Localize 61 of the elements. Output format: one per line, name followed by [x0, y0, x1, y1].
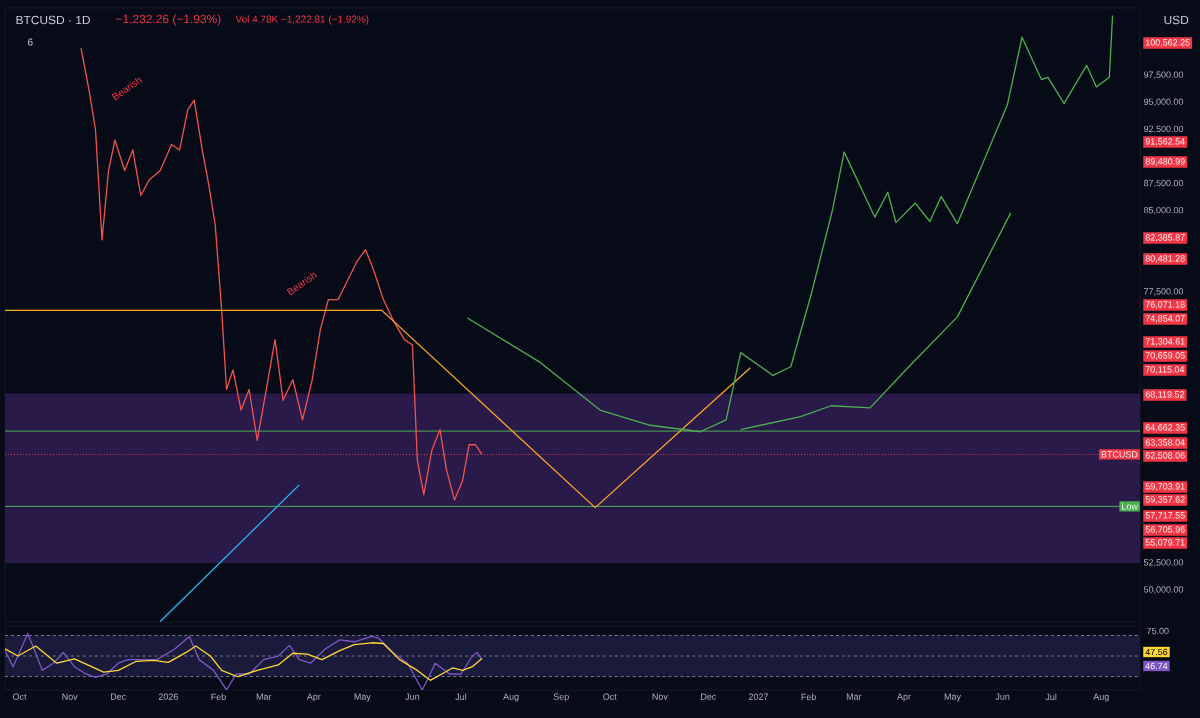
x-tick-label: May: [354, 693, 371, 702]
x-tick-label: Nov: [652, 693, 668, 700]
text: 89,480.99: [1145, 158, 1185, 166]
x-tick-label: Nov: [62, 693, 78, 700]
x-tick-label: Aug: [1093, 693, 1109, 702]
text: 74,854.07: [1145, 315, 1185, 323]
y-tick-label: 77,500.00: [1144, 288, 1184, 296]
text: 56,705.96: [1145, 526, 1185, 534]
text: 70,115.04: [1145, 366, 1185, 374]
x-tick-label: 2027: [748, 693, 768, 700]
y-tick-label: 85,000.00: [1143, 206, 1184, 215]
text: 63,358.04: [1145, 439, 1185, 447]
text: 71,304.61: [1145, 338, 1185, 346]
text: 64,662.35: [1145, 424, 1185, 432]
x-tick-label: May: [944, 693, 961, 702]
text: 57,717.55: [1145, 512, 1185, 520]
text: 46.74: [1145, 662, 1168, 670]
x-tick-label: Mar: [256, 693, 272, 700]
x-tick-label: Sep: [553, 693, 569, 702]
text: 59,703.91: [1145, 483, 1185, 491]
text: 47.56: [1145, 648, 1168, 656]
x-tick-label: Oct: [603, 693, 617, 700]
x-tick-label: Jul: [455, 693, 467, 701]
x-tick-label: Feb: [211, 693, 226, 701]
text: 80,481.28: [1145, 255, 1185, 263]
x-tick-label: Jul: [1045, 693, 1057, 701]
text: 91,562.54: [1145, 138, 1185, 146]
text: BTCUSD · 1D: [16, 15, 90, 25]
text: 62,508.06: [1145, 452, 1185, 460]
text: 76,071.18: [1145, 301, 1185, 309]
x-tick-label: Dec: [701, 693, 717, 700]
x-tick-label: Mar: [846, 693, 862, 700]
x-tick-label: Apr: [306, 693, 321, 702]
text: −1,232.26 (−1.93%): [116, 14, 221, 26]
y-tick-label: 52,500.00: [1143, 559, 1184, 567]
x-tick-label: Feb: [801, 693, 816, 701]
text: 70,659.05: [1145, 352, 1185, 360]
y-tick-label: 87,500.00: [1143, 179, 1184, 188]
x-tick-label: Oct: [13, 693, 27, 700]
x-tick-label: Apr: [897, 693, 911, 702]
y-tick-label: 95,000.00: [1143, 98, 1184, 106]
text: 59,357.62: [1145, 496, 1185, 504]
y-axis-title: USD: [1164, 15, 1189, 25]
annotation: 6: [28, 38, 33, 46]
x-tick-label: Jun: [405, 693, 420, 700]
x-tick-label: Aug: [503, 693, 519, 702]
x-tick-label: Jun: [995, 693, 1010, 700]
annotation: Vol 4.78K −1,222.81 (−1.92%): [235, 15, 369, 25]
text: 82,385.87: [1145, 234, 1185, 242]
y-tick-label: 97,500.00: [1143, 71, 1184, 79]
text: 100,562.25: [1145, 39, 1190, 47]
y-tick-label: 92,500.00: [1143, 125, 1184, 134]
y-tick-label: 50,000.00: [1143, 586, 1184, 594]
text: 55,079.71: [1145, 539, 1185, 547]
x-tick-label: 2026: [158, 693, 178, 700]
x-tick-label: Dec: [110, 693, 126, 700]
ref-line-label: BTCUSD: [1101, 451, 1138, 458]
text: 75.00: [1147, 627, 1169, 635]
ref-line-label: Low: [1122, 503, 1138, 510]
line-series: [80, 47, 483, 501]
text: 68,119.52: [1145, 391, 1185, 399]
